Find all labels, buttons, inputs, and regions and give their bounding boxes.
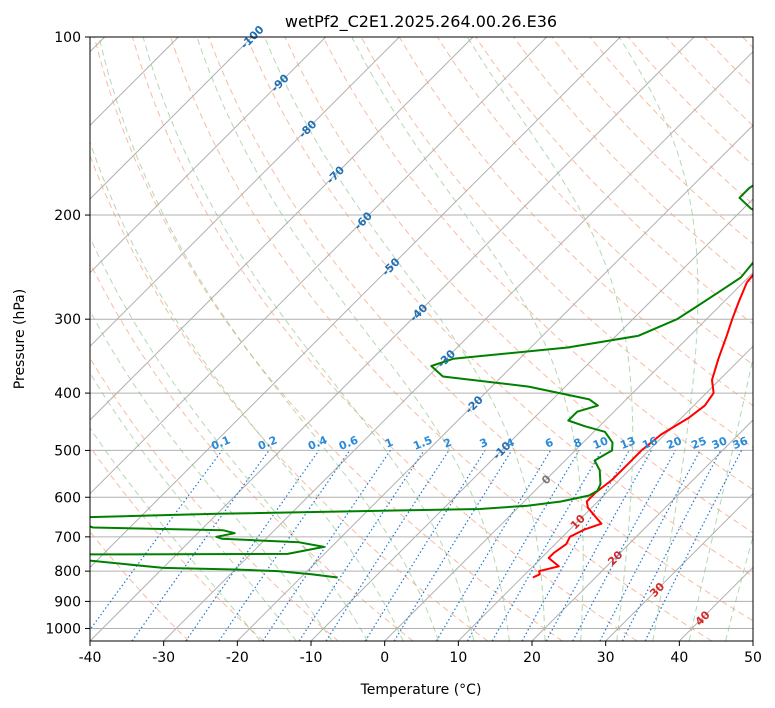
moist-adiabat [90,426,261,641]
dry-adiabat [90,261,414,641]
y-tick-label: 200 [54,208,81,224]
background-isolines [90,37,753,641]
dry-adiabat [208,37,753,622]
isotherm--80 [90,37,400,348]
moist-adiabat [142,37,475,641]
x-tick-label: 40 [670,650,688,666]
mixing-ratio-line [521,450,630,641]
y-tick-label: 600 [54,490,81,506]
isotherm--60 [90,37,548,495]
y-tick-label: 900 [54,594,81,610]
mixing-ratio-line [185,450,320,641]
x-tick-label: 50 [744,650,762,666]
moist-adiabat [688,355,753,641]
x-axis-label: Temperature (°C) [360,682,482,698]
x-tick-label: -30 [152,650,175,666]
plot-background [90,37,753,641]
y-tick-label: 300 [54,312,81,328]
x-tick-label: 10 [449,650,467,666]
y-tick-label: 700 [54,530,81,546]
mixing-ratio-line [644,450,743,641]
mixing-ratio-label: 36 [731,434,750,452]
moist-adiabat [196,37,510,641]
x-tick-label: -10 [300,650,323,666]
y-axis-label: Pressure (hPa) [12,289,28,389]
isotherm-0 [384,271,753,641]
moist-adiabat [90,310,333,641]
trace-1 [90,184,753,579]
y-tick-label: 800 [54,564,81,580]
isotherm--90 [90,37,327,274]
y-tick-label: 400 [54,386,81,402]
mixing-ratio-line [325,450,450,641]
x-tick-label: -40 [79,650,102,666]
moist-adiabat [90,236,369,641]
x-tick-label: 20 [523,650,541,666]
x-tick-label: 0 [380,650,389,666]
isotherm--100 [90,37,253,200]
chart-title: wetPf2_C2E1.2025.264.00.26.E36 [285,12,557,32]
dry-adiabat [90,357,339,641]
isotherm--70 [90,37,474,421]
x-axis-ticks: -40 -30 -20 -10 0 10 20 30 40 50 [79,641,762,666]
mixing-ratio-line [262,450,391,641]
mixing-ratio-line [572,450,677,641]
sounding-traces [90,184,753,579]
isotherm--50 [90,37,621,569]
dry-adiabat [131,37,638,641]
dry-adiabat [90,445,264,641]
y-axis-ticks: 100 200 300 400 500 600 700 800 900 1000 [45,30,90,637]
mixing-ratio-label: 20 [665,434,684,452]
mixing-ratio-label: 13 [618,434,637,452]
mixing-ratio-label: 2 [442,436,454,451]
mixing-ratio-line [298,450,425,641]
x-tick-label: 30 [597,650,615,666]
mixing-ratio-label: 16 [640,434,659,452]
moist-adiabat [98,37,439,641]
mixing-ratio-line [545,450,652,641]
mixing-ratio-label: 8 [572,436,584,451]
y-tick-label: 500 [54,443,81,459]
isotherm--20 [236,124,753,641]
isotherm-20 [531,419,753,641]
mixing-ratio-line [131,450,270,641]
dry-adiabat [284,37,753,534]
isotherm-50 [752,640,753,641]
dry-adiabat [93,37,563,641]
mixing-ratio-label: 25 [689,434,708,452]
mixing-ratio-label: 3 [478,436,490,451]
mixing-ratio-label: 10 [591,434,610,452]
mixing-ratio-line [90,450,223,631]
y-tick-label: 1000 [45,621,81,637]
isotherm-30 [605,492,753,641]
y-tick-label: 100 [54,30,81,46]
mixing-ratio-line [393,450,513,641]
dry-adiabat [322,37,753,491]
plot-border [89,36,754,642]
moist-adiabat [90,140,404,641]
moist-adiabat [351,37,584,641]
dry-adiabat [246,37,753,577]
mixing-ratio-label: 30 [710,434,729,452]
x-tick-label: -20 [226,650,249,666]
isotherm-10 [457,345,753,641]
moist-adiabat [618,37,699,641]
moist-adiabat [725,534,753,641]
dry-adiabat [475,37,753,325]
mixing-ratio-label: 1 [383,436,395,451]
mixing-ratio-line [621,450,722,641]
moist-adiabat [90,372,297,641]
dry-adiabat [170,37,712,641]
mixing-ratio-line [218,450,351,641]
trace-0 [532,273,753,579]
moist-adiabat [264,37,546,641]
plot-frame [89,36,754,642]
isotherm--40 [90,37,695,641]
